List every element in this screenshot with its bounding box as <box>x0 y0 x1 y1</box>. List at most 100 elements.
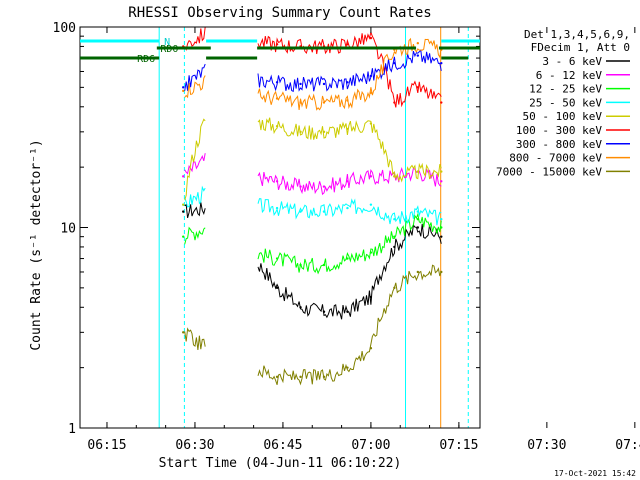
data-point <box>393 101 396 104</box>
series-4 <box>182 117 443 206</box>
series-line <box>184 49 442 93</box>
data-point <box>275 375 279 379</box>
legend-label: 300 - 800 keV <box>516 138 602 151</box>
legend-header: Det 1,3,4,5,6,9, <box>524 28 630 41</box>
data-point <box>369 251 373 254</box>
legend-label: 12 - 25 keV <box>529 83 602 96</box>
data-point <box>346 99 349 102</box>
x-tick-label: 07:15 <box>439 438 478 453</box>
data-point <box>369 91 373 94</box>
flag-label: N <box>164 37 170 48</box>
data-point <box>275 180 279 183</box>
series-8 <box>182 264 443 386</box>
data-point <box>322 130 326 134</box>
y-tick-label: 1 <box>68 422 76 437</box>
x-tick-label: 07:00 <box>351 438 390 453</box>
data-point <box>182 89 185 93</box>
data-point <box>299 210 302 213</box>
data-point <box>416 226 420 229</box>
data-point <box>322 185 326 188</box>
data-point <box>275 257 279 260</box>
data-point <box>275 81 279 84</box>
series-3 <box>182 185 443 226</box>
y-axis: 1 10 100 <box>53 21 480 437</box>
data-point <box>369 122 373 125</box>
series-line <box>184 117 442 201</box>
y-axis-label: Count Rate (s⁻¹ detector⁻¹) <box>29 139 44 350</box>
data-point <box>440 270 443 274</box>
data-point <box>275 286 279 290</box>
data-point <box>346 180 349 183</box>
x-axis: 06:15 06:30 06:45 07:00 07:15 07:30 07:45 <box>87 27 640 453</box>
data-point <box>322 310 326 313</box>
data-point <box>416 210 420 213</box>
data-point <box>322 375 326 379</box>
flag-label: RD0 <box>160 44 178 55</box>
y-tick-label: 10 <box>60 222 76 237</box>
x-tick-label: 07:45 <box>615 438 640 453</box>
data-point <box>275 43 279 46</box>
data-point <box>393 286 396 290</box>
data-point <box>299 101 302 104</box>
data-point <box>346 206 349 210</box>
data-point <box>346 310 349 313</box>
data-point <box>416 86 420 89</box>
x-tick-label: 07:30 <box>527 438 566 453</box>
data-point <box>440 101 443 104</box>
data-point <box>182 331 185 334</box>
data-point <box>416 270 420 274</box>
data-point <box>182 235 185 238</box>
data-point <box>440 170 443 173</box>
data-point <box>393 235 396 238</box>
plot-area <box>79 26 469 428</box>
data-point <box>275 125 279 128</box>
x-axis-label: Start Time (04-Jun-11 06:10:22) <box>159 456 402 471</box>
data-point <box>322 263 326 267</box>
data-point <box>275 206 279 210</box>
data-point <box>346 127 349 131</box>
data-point <box>440 61 443 65</box>
data-point <box>440 180 443 183</box>
data-point <box>440 226 443 229</box>
data-point <box>299 130 302 134</box>
data-point <box>393 61 396 65</box>
chart-title: RHESSI Observing Summary Count Rates <box>128 5 431 21</box>
series-line <box>184 202 442 320</box>
data-point <box>299 185 302 188</box>
data-point <box>182 203 185 206</box>
series-line <box>184 37 442 111</box>
y-tick-label: 100 <box>53 21 76 36</box>
data-point <box>416 42 420 45</box>
data-point <box>299 82 302 86</box>
data-point <box>369 295 373 299</box>
data-point <box>182 175 185 178</box>
legend-label: 50 - 100 keV <box>523 110 603 123</box>
data-point <box>299 375 302 379</box>
data-point <box>369 36 373 40</box>
series-line <box>184 212 442 275</box>
data-point <box>440 218 443 221</box>
data-point <box>322 210 326 213</box>
data-point <box>275 97 279 100</box>
x-tick-label: 06:30 <box>175 438 214 453</box>
series-7 <box>182 37 443 111</box>
data-point <box>369 347 373 350</box>
legend-label: 100 - 300 keV <box>516 124 602 137</box>
legend-label: 7000 - 15000 keV <box>496 165 602 178</box>
data-point <box>299 306 302 309</box>
data-point <box>322 101 326 104</box>
x-tick-label: 06:15 <box>87 438 126 453</box>
data-point <box>369 74 373 78</box>
data-point <box>393 175 396 178</box>
data-point <box>416 218 420 221</box>
data-point <box>182 210 185 213</box>
legend-label: 3 - 6 keV <box>542 55 602 68</box>
data-point <box>416 170 420 173</box>
series-line <box>184 153 442 196</box>
series-line <box>184 264 442 386</box>
series-5 <box>182 26 443 108</box>
data-point <box>369 175 373 178</box>
data-point <box>346 81 349 84</box>
